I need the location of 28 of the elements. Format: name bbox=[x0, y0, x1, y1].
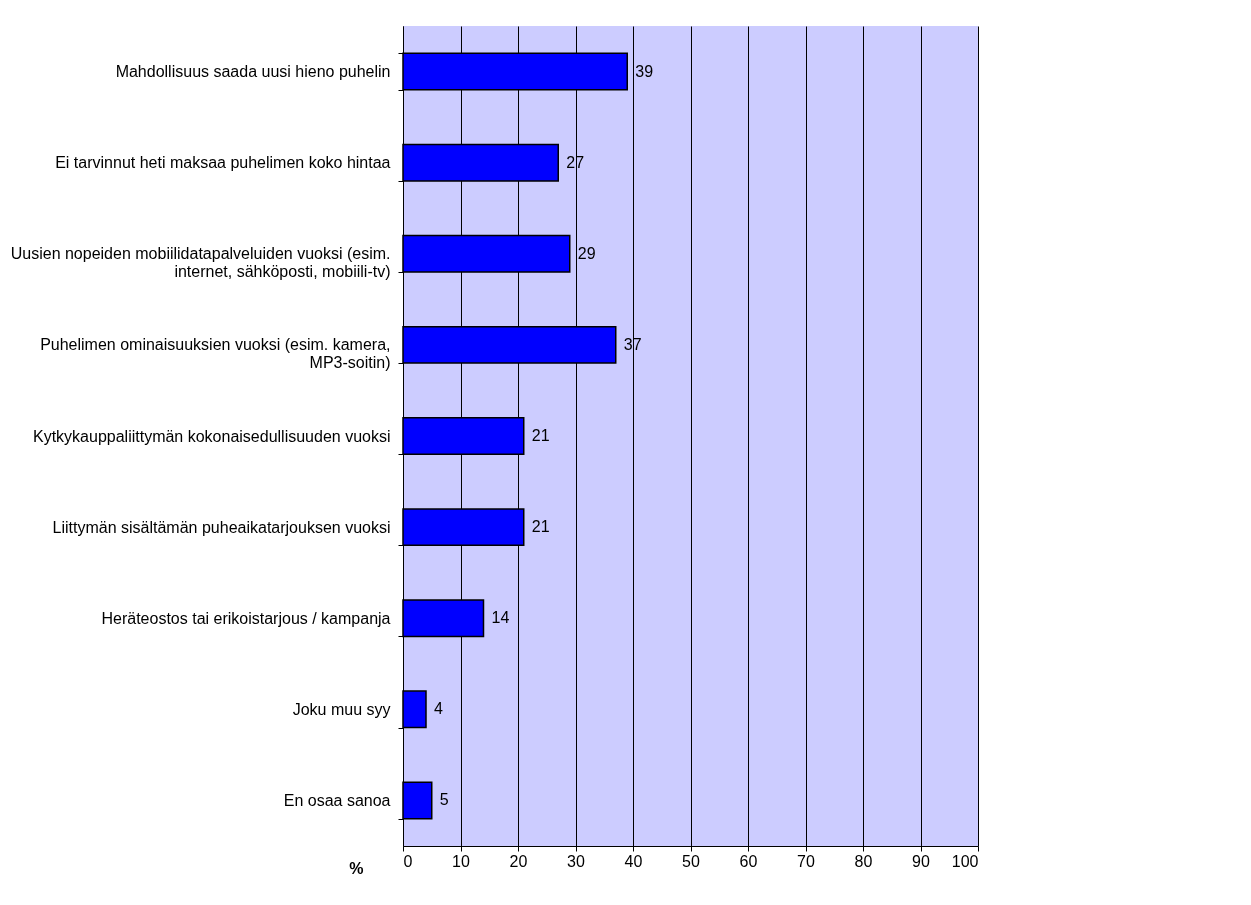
data-label: 21 bbox=[531, 427, 550, 444]
x-tick-label: 0 bbox=[403, 852, 413, 870]
y-tick-label: Kytkykauppaliittymän kokonaisedullisuuden vuoksi bbox=[32, 427, 391, 445]
y-tick-label: Ei tarvinnut heti maksaa puhelimen koko hintaa bbox=[55, 154, 391, 172]
x-tick-label: 80 bbox=[854, 852, 873, 870]
y-tick-label: Heräteostos tai erikoistarjous / kampanja bbox=[101, 609, 391, 627]
y-tick-label: En osaa sanoa bbox=[283, 791, 391, 809]
x-tick-label: 50 bbox=[682, 852, 700, 870]
x-tick-label: 100 bbox=[951, 852, 979, 870]
y-tick-label: Joku muu syy bbox=[292, 700, 391, 718]
x-tick-label: 40 bbox=[624, 852, 643, 870]
data-label: 4 bbox=[434, 700, 443, 718]
x-tick-label: 20 bbox=[509, 852, 528, 870]
data-label: 14 bbox=[491, 609, 510, 627]
x-tick-label: 30 bbox=[567, 852, 585, 870]
y-tick-label: Puhelimen ominaisuuksien vuoksi (esim. kamera, MP3-soitin) bbox=[40, 336, 391, 372]
data-label: 29 bbox=[577, 244, 596, 262]
x-tick-label: 10 bbox=[452, 852, 470, 870]
data-label: 5 bbox=[439, 791, 449, 809]
data-label: 39 bbox=[635, 62, 654, 80]
x-tick-label: 90 bbox=[912, 852, 930, 870]
x-tick-label: 60 bbox=[739, 852, 758, 870]
data-label: 21 bbox=[531, 518, 550, 536]
x-tick-label: 70 bbox=[797, 852, 815, 870]
y-tick-label: Uusien nopeiden mobiilidatapalveluiden vuoksi (esim. internet, sähköposti, mobiili-tv) bbox=[10, 245, 391, 281]
y-tick-label: Liittymän sisältämän puheaikatarjouksen vuoksi bbox=[52, 518, 391, 536]
x-axis-title: % bbox=[349, 859, 364, 877]
y-tick-label: Mahdollisuus saada uusi hieno puhelin bbox=[115, 63, 391, 81]
